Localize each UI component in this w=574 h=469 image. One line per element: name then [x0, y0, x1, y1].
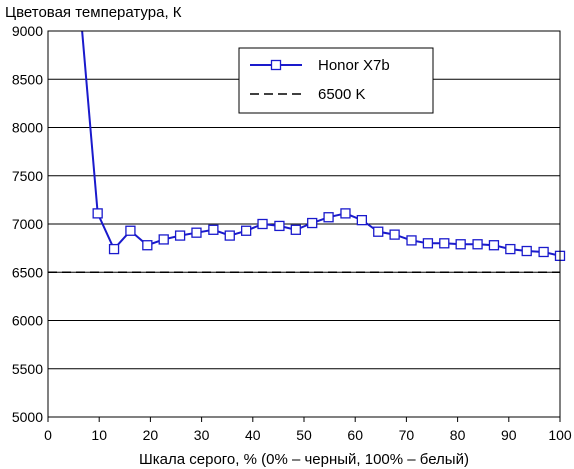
- y-tick-label: 6500: [12, 264, 43, 280]
- legend-label-honor-x7b: Honor X7b: [318, 57, 390, 74]
- x-axis-ticks: 0 10 20 30 40 50 60 70 80 90 100: [44, 417, 572, 443]
- data-point: [307, 217, 318, 229]
- data-point: [373, 226, 384, 237]
- data-point: [340, 208, 351, 219]
- x-tick-label: 90: [501, 427, 517, 443]
- legend-box: [238, 47, 434, 114]
- data-point: [488, 240, 500, 251]
- legend: Honor X7b 6500 K: [238, 47, 434, 114]
- data-point: [108, 243, 120, 255]
- y-axis-title: Цветовая температура, К: [5, 4, 182, 21]
- data-point: [439, 238, 450, 249]
- y-tick-label: 6000: [12, 313, 43, 329]
- data-point: [389, 229, 400, 240]
- data-point: [240, 225, 252, 236]
- plot-frame: [47, 30, 561, 418]
- data-point: [257, 218, 268, 230]
- legend-marker-square: [270, 59, 282, 71]
- y-axis-ticks: 5000 5500 6000 6500 7000 7500 8000 8500 9000: [12, 23, 43, 425]
- x-tick-label: 80: [450, 427, 466, 443]
- x-tick-label: 10: [91, 427, 107, 443]
- data-point: [208, 224, 219, 235]
- legend-label-6500k: 6500 K: [318, 86, 366, 103]
- y-tick-label: 8500: [12, 71, 43, 87]
- data-point: [125, 225, 136, 236]
- data-point: [505, 243, 516, 255]
- data-point: [538, 246, 549, 258]
- data-point: [356, 214, 368, 226]
- x-tick-label: 100: [548, 427, 572, 443]
- y-tick-label: 8000: [12, 120, 43, 136]
- data-point: [521, 245, 532, 257]
- data-point: [191, 227, 202, 238]
- data-point: [158, 234, 169, 245]
- data-point: [406, 235, 417, 246]
- series-group: [48, 31, 566, 273]
- x-tick-label: 40: [245, 427, 261, 443]
- data-point: [422, 238, 434, 249]
- data-point: [290, 224, 301, 235]
- data-point: [472, 239, 483, 250]
- x-axis-title: Шкала серого, % (0% – черный, 100% – бел…: [139, 451, 469, 468]
- data-point: [455, 239, 466, 250]
- x-tick-label: 20: [143, 427, 159, 443]
- data-point: [92, 208, 103, 219]
- x-tick-label: 50: [296, 427, 312, 443]
- x-tick-label: 70: [399, 427, 415, 443]
- y-tick-label: 7000: [12, 216, 43, 232]
- data-point: [142, 240, 153, 251]
- data-point: [174, 230, 186, 241]
- y-tick-label: 5500: [12, 361, 43, 377]
- x-tick-label: 0: [44, 427, 52, 443]
- data-point: [323, 212, 334, 223]
- data-point: [274, 220, 285, 232]
- x-tick-label: 60: [347, 427, 363, 443]
- x-tick-label: 30: [194, 427, 210, 443]
- y-tick-label: 7500: [12, 168, 43, 184]
- y-tick-label: 5000: [12, 409, 43, 425]
- y-tick-label: 9000: [12, 23, 43, 39]
- data-point: [224, 230, 235, 241]
- series-line-honor-x7b: [81, 31, 560, 257]
